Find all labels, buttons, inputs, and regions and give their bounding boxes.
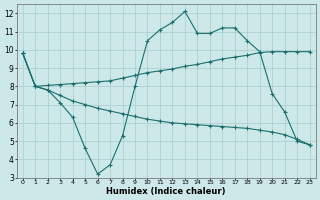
X-axis label: Humidex (Indice chaleur): Humidex (Indice chaleur)	[107, 187, 226, 196]
